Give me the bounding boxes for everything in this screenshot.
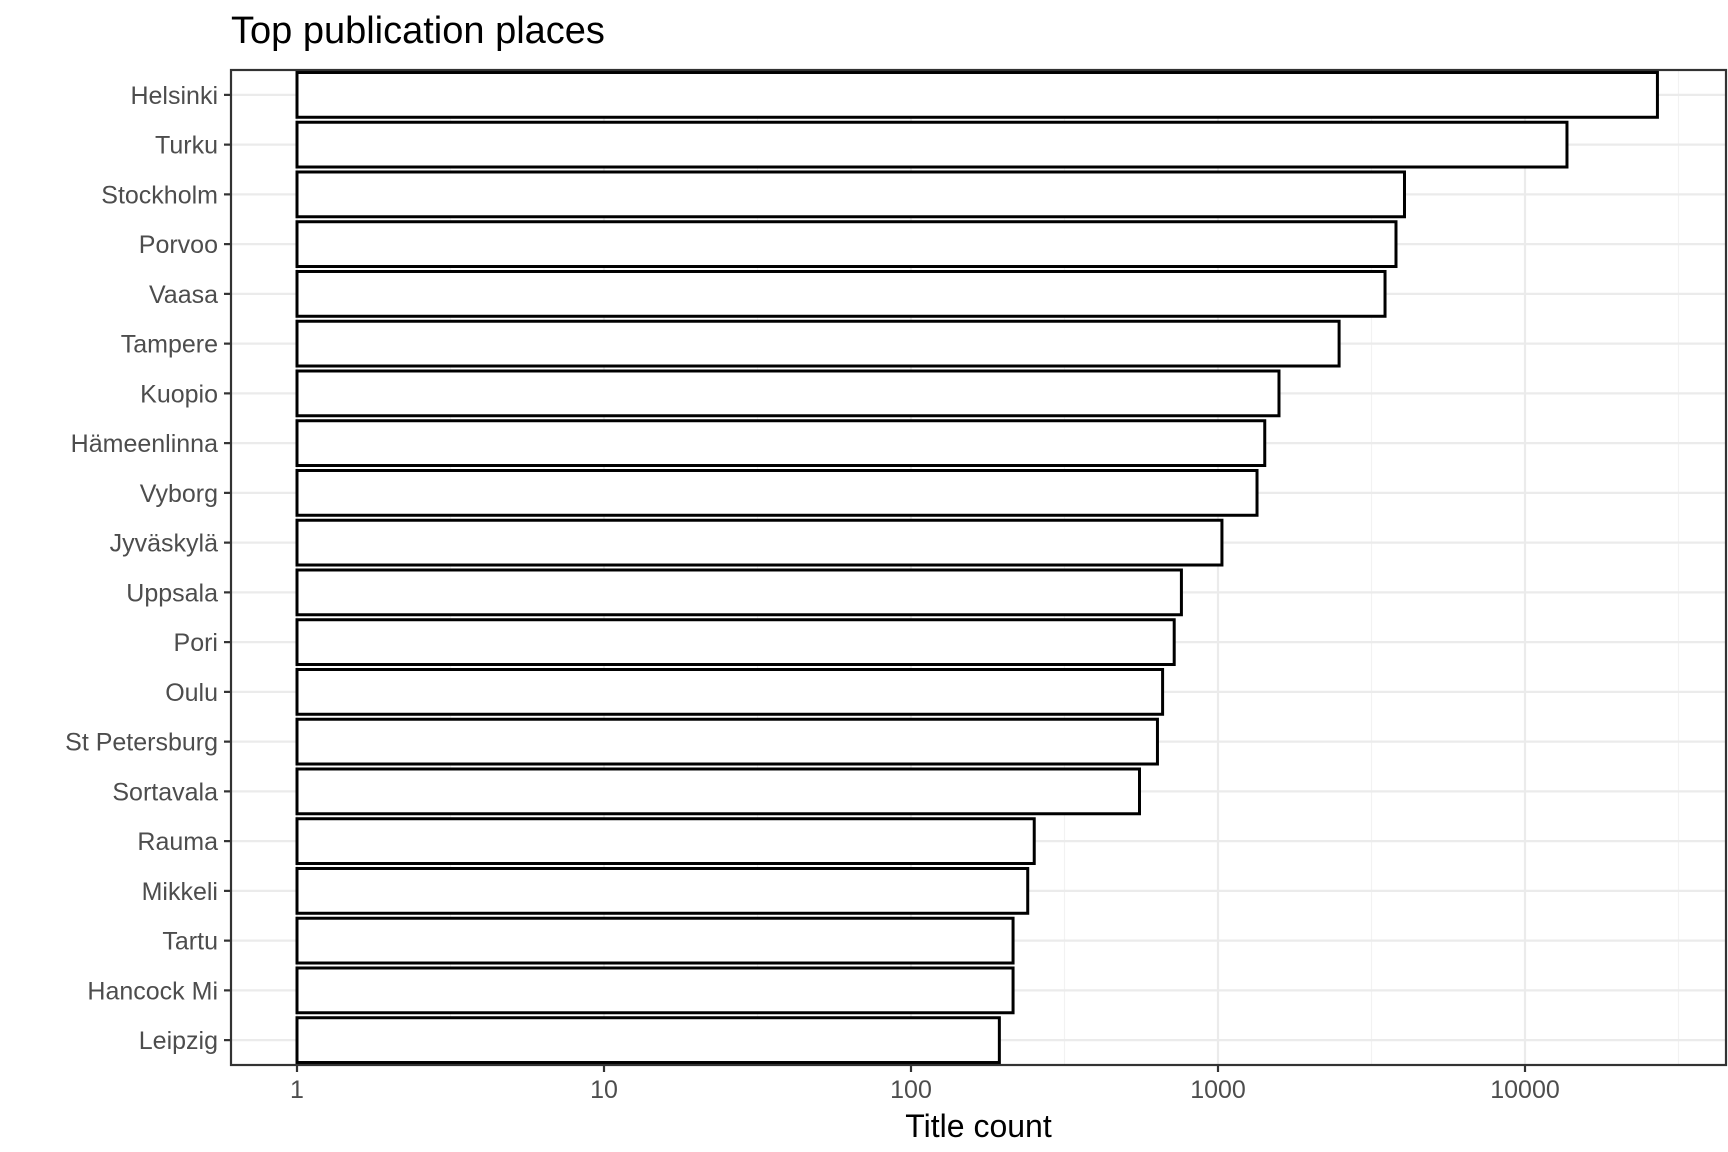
y-tick-label: Hämeenlinna [71, 430, 218, 458]
bar [295, 70, 1659, 119]
y-tick-label: Leipzig [139, 1027, 218, 1055]
bar [295, 170, 1406, 219]
y-tick-label: Sortavala [112, 778, 218, 806]
bar [295, 618, 1176, 667]
bar [295, 817, 1036, 866]
y-tick-label: Oulu [165, 679, 218, 707]
chart-title: Top publication places [231, 10, 605, 52]
bar [295, 966, 1015, 1015]
bar [295, 319, 1341, 368]
bar [295, 667, 1165, 716]
y-tick-label: Vaasa [149, 281, 218, 309]
bar [295, 269, 1387, 318]
y-axis: Helsinki Turku Stockholm Porvoo Vaasa Tampere… [65, 82, 231, 1055]
bar [295, 717, 1159, 766]
bar [295, 120, 1569, 169]
y-tick-label: Tartu [162, 928, 218, 956]
bar [295, 568, 1183, 617]
y-tick-label: Hancock Mi [87, 977, 218, 1005]
x-tick-label: 1 [290, 1076, 304, 1104]
bar [295, 369, 1281, 418]
bar [295, 468, 1259, 517]
y-tick-label: Jyväskylä [110, 530, 218, 558]
y-tick-label: Kuopio [140, 380, 218, 408]
bars [295, 70, 1659, 1065]
y-tick-label: Helsinki [130, 82, 218, 110]
x-tick-label: 10 [590, 1076, 618, 1104]
y-tick-label: Mikkeli [142, 878, 218, 906]
y-tick-label: Turku [155, 132, 218, 160]
y-tick-label: Rauma [137, 828, 218, 856]
x-tick-label: 1000 [1190, 1076, 1246, 1104]
grid-lines [231, 70, 1726, 1065]
x-tick-label: 10000 [1490, 1076, 1560, 1104]
y-tick-label: Porvoo [139, 231, 218, 259]
bar [295, 767, 1141, 816]
bar [295, 220, 1398, 269]
y-tick-label: Pori [174, 629, 218, 657]
bar [295, 916, 1015, 965]
y-tick-label: St Petersburg [65, 729, 218, 757]
plot-panel-border [229, 68, 1728, 1067]
y-tick-label: Stockholm [101, 181, 218, 209]
x-axis-title: Title count [905, 1108, 1052, 1144]
bar [295, 866, 1030, 915]
bar [295, 518, 1224, 567]
x-tick-label: 100 [890, 1076, 932, 1104]
bar [295, 1016, 1001, 1065]
x-axis: 1 10 100 1000 10000 [290, 1065, 1560, 1104]
y-tick-label: Uppsala [126, 579, 218, 607]
y-tick-label: Tampere [121, 331, 218, 359]
y-tick-label: Vyborg [140, 480, 218, 508]
bar [295, 419, 1267, 468]
